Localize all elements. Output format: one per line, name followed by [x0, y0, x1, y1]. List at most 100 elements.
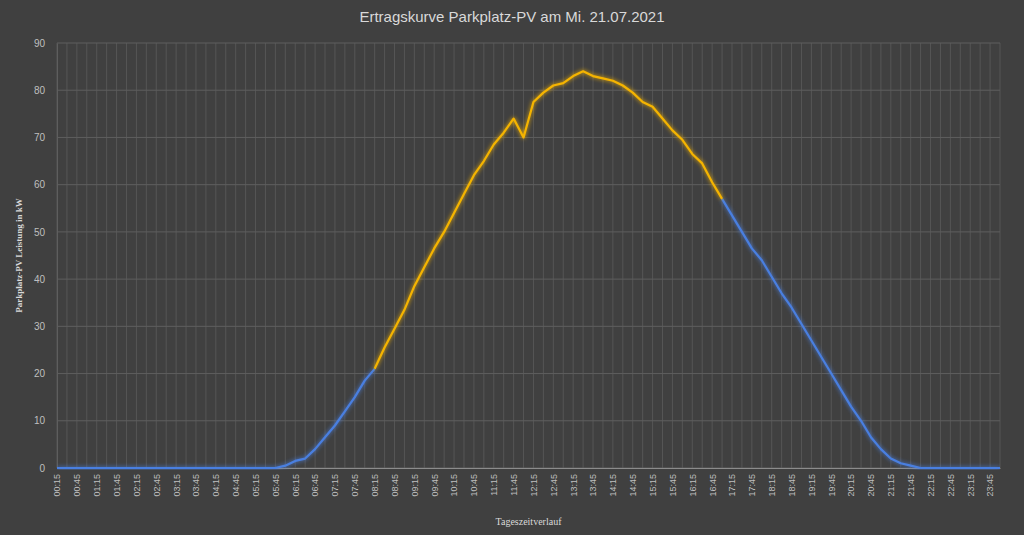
- x-grid-line: [493, 43, 494, 468]
- background: [0, 0, 1024, 535]
- y-tick: 60: [34, 179, 57, 190]
- x-grid-line: [384, 43, 385, 468]
- x-grid-line: [741, 43, 742, 468]
- x-tick-label: 09:45: [430, 474, 440, 497]
- x-tick: 05:45: [271, 468, 281, 497]
- x-tick: 20:45: [866, 468, 876, 497]
- x-grid-line: [672, 43, 673, 468]
- x-tick-label: 12:15: [529, 474, 539, 497]
- grid: [57, 43, 1000, 468]
- x-tick-label: 19:15: [807, 474, 817, 497]
- x-grid-line: [980, 43, 981, 468]
- lines: [57, 71, 1000, 468]
- x-tick: 19:45: [827, 468, 837, 497]
- x-tick-label: 10:15: [449, 474, 459, 497]
- x-grid-line: [444, 43, 445, 468]
- x-grid-line: [255, 43, 256, 468]
- x-tick: 04:45: [231, 468, 241, 497]
- x-grid-line: [602, 43, 603, 468]
- x-tick: 17:15: [727, 468, 737, 497]
- y-grid-line: [57, 326, 1000, 327]
- x-tick-label: 20:15: [846, 474, 856, 497]
- x-tick-label: 12:45: [549, 474, 559, 497]
- x-grid-line: [930, 43, 931, 468]
- y-tick: 40: [34, 274, 57, 285]
- x-grid-line: [344, 43, 345, 468]
- x-grid-line: [563, 43, 564, 468]
- x-grid-line: [325, 43, 326, 468]
- x-tick: 22:45: [946, 468, 956, 497]
- x-tick: 06:15: [291, 468, 301, 497]
- x-tick-label: 05:15: [251, 474, 261, 497]
- x-tick-label: 03:15: [171, 474, 181, 497]
- x-tick: 16:45: [708, 468, 718, 497]
- x-grid-line: [771, 43, 772, 468]
- x-grid-line: [890, 43, 891, 468]
- x-tick: 02:45: [152, 468, 162, 497]
- x-grid-line: [761, 43, 762, 468]
- x-tick-label: 23:15: [966, 474, 976, 497]
- x-grid-line: [275, 43, 276, 468]
- x-tick-label: 11:15: [489, 474, 499, 496]
- x-tick: 22:15: [926, 468, 936, 497]
- x-grid-line: [900, 43, 901, 468]
- x-grid-line: [96, 43, 97, 468]
- title: Ertragskurve Parkplatz-PV am Mi. 21.07.2…: [359, 8, 664, 25]
- x-grid-line: [66, 43, 67, 468]
- x-tick-label: 19:45: [827, 474, 837, 497]
- x-tick-label: 13:45: [588, 474, 598, 497]
- x-tick-label: 15:45: [668, 474, 678, 497]
- x-tick-label: 21:15: [886, 474, 896, 497]
- x-grid-line: [593, 43, 594, 468]
- series-line: [375, 71, 722, 369]
- x-tick-label: 05:45: [271, 474, 281, 497]
- x-grid-line: [225, 43, 226, 468]
- y-tick-label: 50: [34, 227, 46, 238]
- x-tick-label: 17:15: [727, 474, 737, 497]
- y-tick: 80: [34, 85, 57, 96]
- x-tick: 05:15: [251, 468, 261, 497]
- x-grid-line: [473, 43, 474, 468]
- x-tick-label: 23:45: [985, 474, 995, 497]
- x-tick: 08:15: [370, 468, 380, 497]
- x-tick-label: 22:15: [926, 474, 936, 497]
- x-grid-line: [374, 43, 375, 468]
- x-tick-label: 06:15: [291, 474, 301, 497]
- y-grid-line: [57, 90, 1000, 91]
- x-grid-line: [315, 43, 316, 468]
- x-grid-line: [751, 43, 752, 468]
- y-tick: 70: [34, 132, 57, 143]
- x-tick-label: 04:45: [231, 474, 241, 497]
- y-tick-label: 80: [34, 85, 46, 96]
- x-grid-line: [702, 43, 703, 468]
- x-grid-line: [176, 43, 177, 468]
- x-grid-line: [404, 43, 405, 468]
- x-grid-line: [831, 43, 832, 468]
- x-grid-line: [166, 43, 167, 468]
- x-grid-line: [940, 43, 941, 468]
- x-tick: 11:45: [509, 468, 519, 496]
- x-grid-line: [781, 43, 782, 468]
- x-grid-line: [76, 43, 77, 468]
- y-tick-label: 90: [34, 38, 46, 49]
- x-grid-line: [573, 43, 574, 468]
- x-tick-label: 16:45: [708, 474, 718, 497]
- x-tick: 00:45: [72, 468, 82, 497]
- x-grid-line: [622, 43, 623, 468]
- y-tick-label: 10: [34, 415, 46, 426]
- x-grid-line: [434, 43, 435, 468]
- y-tick: 20: [34, 368, 57, 379]
- y-tick: 30: [34, 321, 57, 332]
- x-tick-label: 08:45: [390, 474, 400, 497]
- x-tick-label: 22:45: [946, 474, 956, 497]
- x-tick: 21:15: [886, 468, 896, 497]
- x-tick-label: 14:45: [628, 474, 638, 497]
- x-axis-title: Tageszeitverlauf: [496, 516, 563, 527]
- x-tick: 11:15: [489, 468, 499, 496]
- x-tick-label: 17:45: [747, 474, 757, 497]
- x-grid-line: [731, 43, 732, 468]
- x-grid-line: [920, 43, 921, 468]
- x-tick: 19:15: [807, 468, 817, 497]
- x-tick: 07:45: [350, 468, 360, 497]
- x-tick-label: 13:15: [569, 474, 579, 497]
